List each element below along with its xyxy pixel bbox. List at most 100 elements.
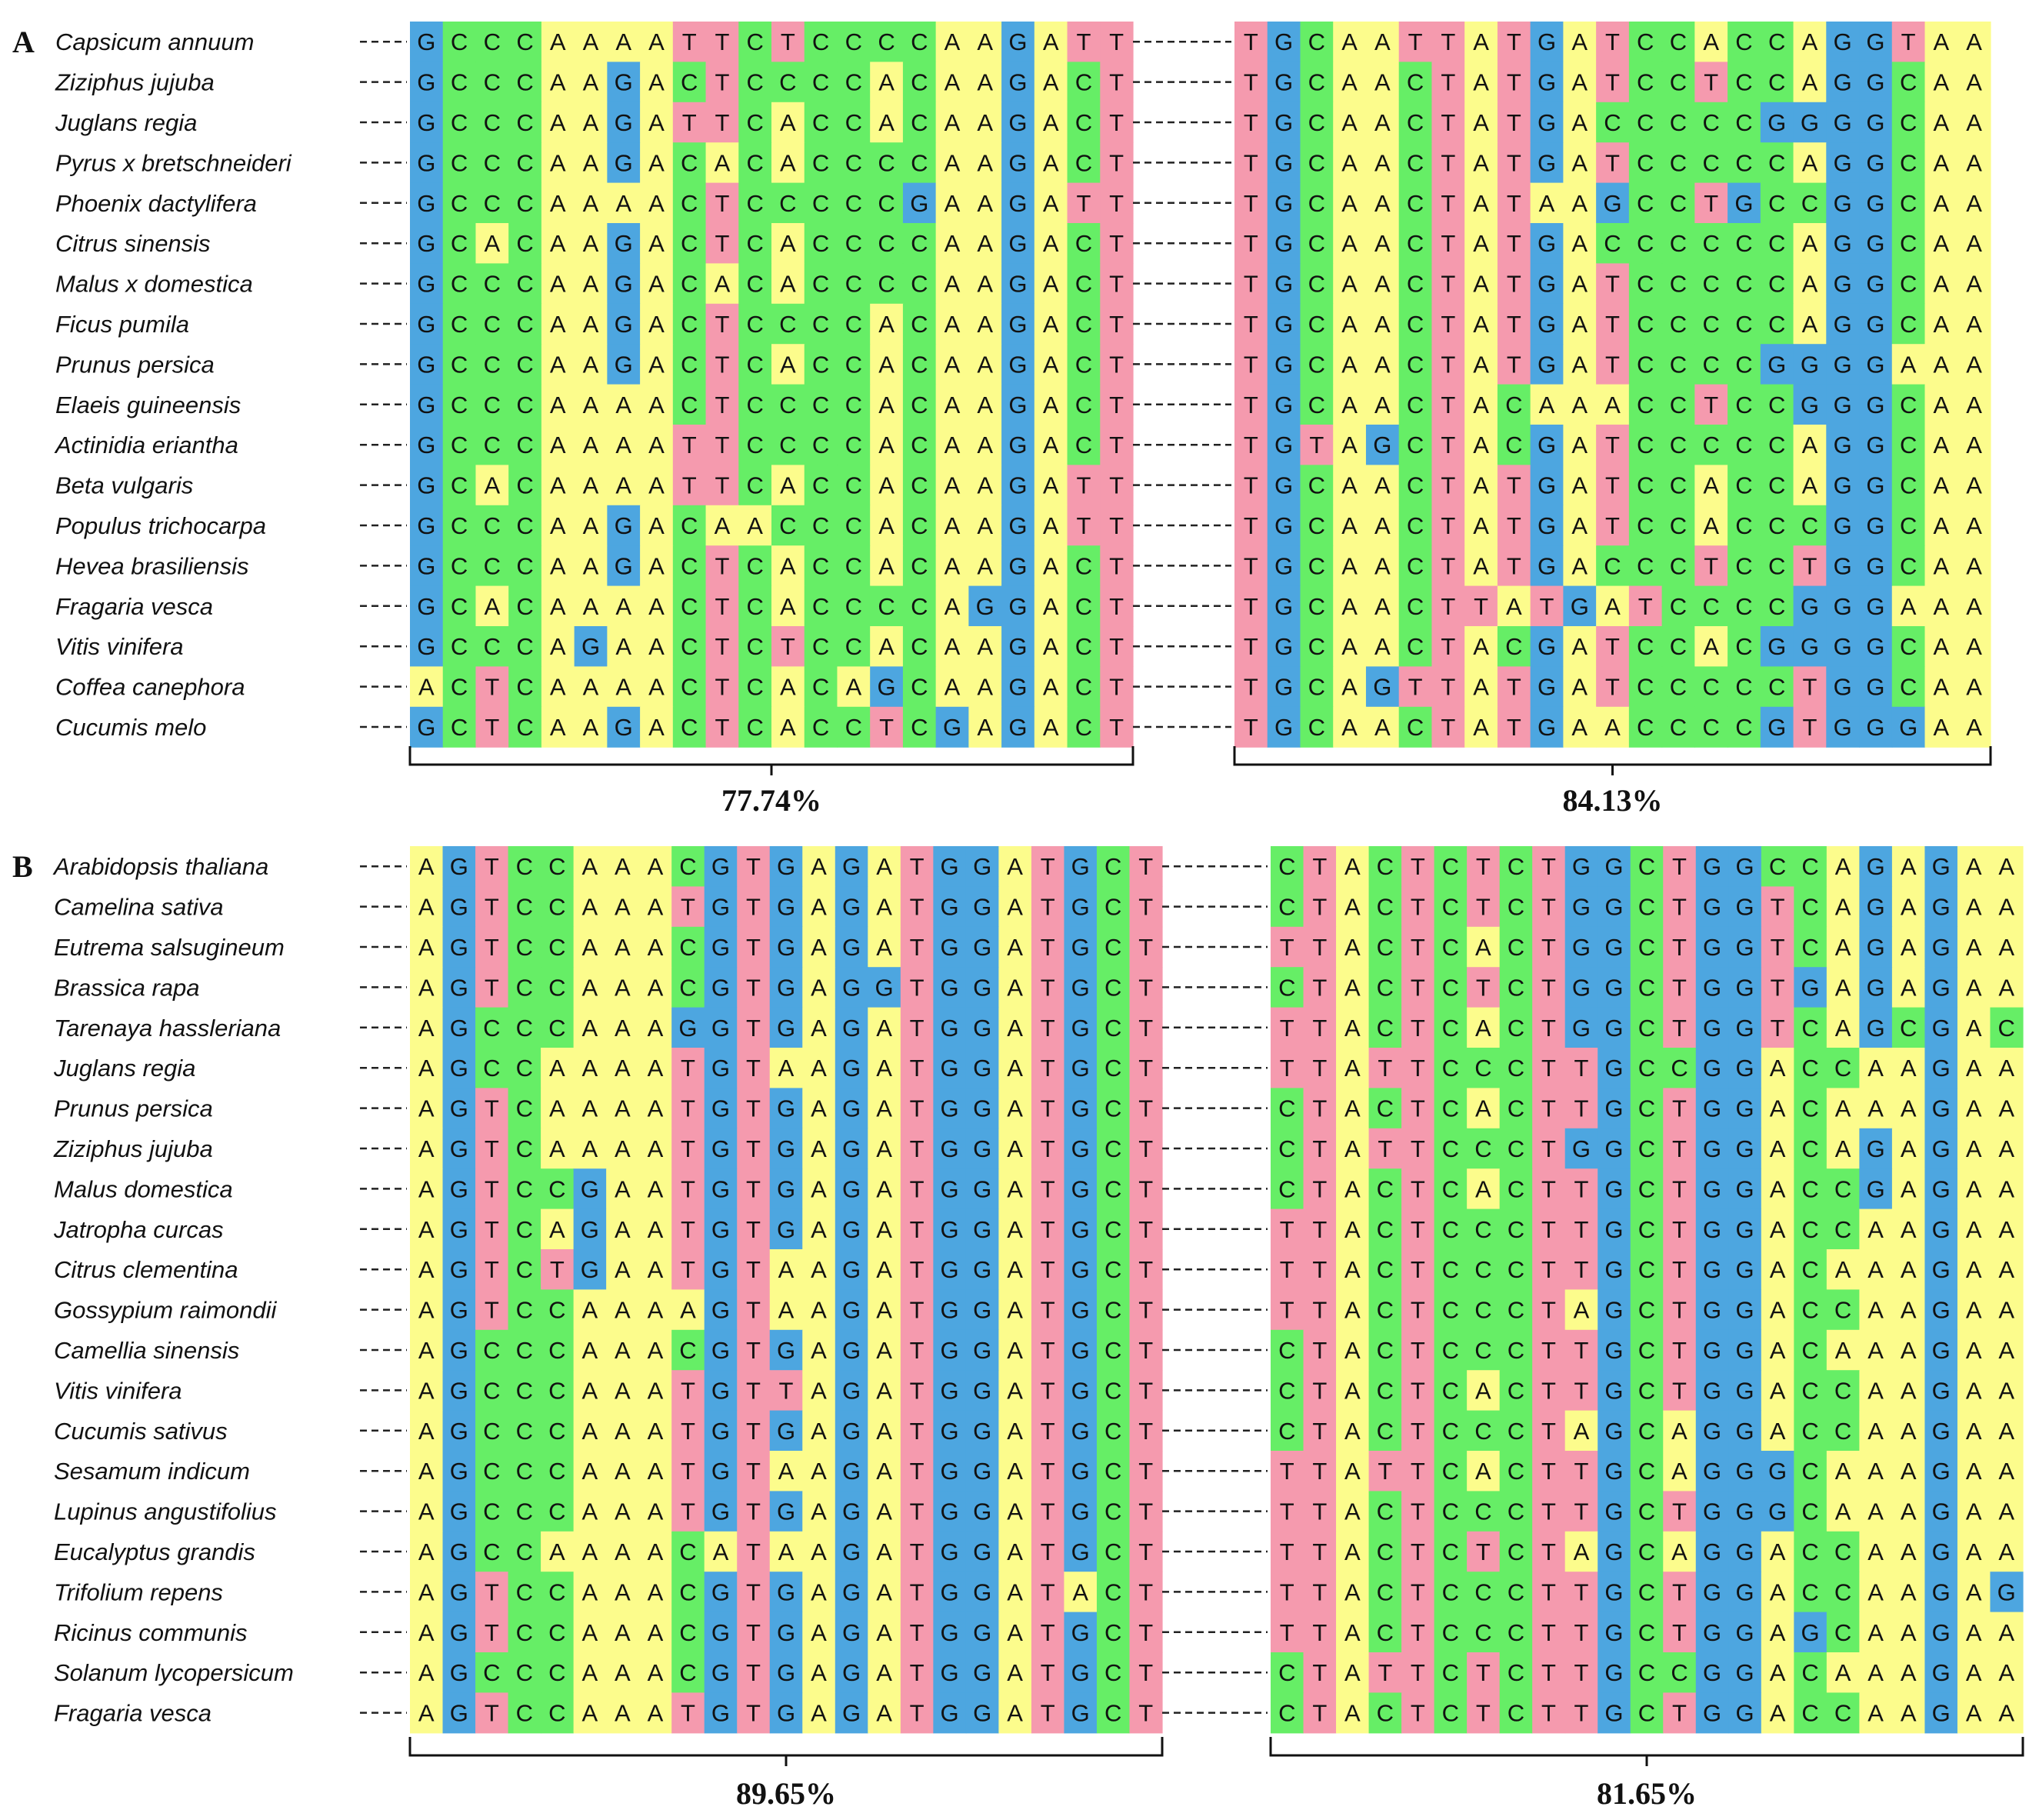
nucleotide-letter: A <box>945 28 961 55</box>
nucleotide-letter: A <box>1007 1578 1023 1605</box>
nucleotide-letter: G <box>1703 934 1721 961</box>
nucleotide-letter: C <box>1801 512 1818 539</box>
nucleotide-letter: T <box>910 1700 925 1727</box>
identity-percent: 77.74% <box>721 783 821 818</box>
nucleotide-letter: C <box>1407 271 1424 298</box>
nucleotide-letter: C <box>1442 1578 1459 1605</box>
nucleotide-letter: G <box>777 853 795 880</box>
nucleotide-cell <box>475 142 509 184</box>
nucleotide-letter: A <box>1867 1297 1884 1324</box>
nucleotide-letter: G <box>417 472 435 499</box>
nucleotide-letter: T <box>1574 1337 1588 1364</box>
nucleotide-letter: C <box>1104 853 1121 880</box>
nucleotide-letter: G <box>1071 1015 1090 1042</box>
nucleotide-letter: G <box>1866 392 1884 418</box>
nucleotide-letter: T <box>746 1256 761 1283</box>
species-label: Cucumis sativus <box>54 1418 228 1445</box>
nucleotide-letter: T <box>1574 1377 1588 1404</box>
nucleotide-letter: A <box>1966 1175 1982 1202</box>
nucleotide-letter: A <box>1966 552 1982 579</box>
nucleotide-letter: G <box>1867 1015 1885 1042</box>
nucleotide-letter: T <box>1109 230 1124 257</box>
nucleotide-cell <box>508 22 542 62</box>
nucleotide-letter: C <box>516 1659 533 1686</box>
nucleotide-letter: C <box>1075 311 1092 338</box>
nucleotide-letter: A <box>1966 149 1982 176</box>
nucleotide-letter: C <box>1442 1297 1459 1324</box>
nucleotide-cell <box>574 505 608 546</box>
nucleotide-letter: A <box>582 1700 598 1727</box>
nucleotide-letter: G <box>1736 1418 1754 1445</box>
nucleotide-letter: A <box>648 1297 664 1324</box>
nucleotide-letter: C <box>1670 432 1687 458</box>
nucleotide-letter: T <box>746 934 761 961</box>
nucleotide-cell <box>968 22 1002 62</box>
nucleotide-letter: A <box>484 230 500 257</box>
nucleotide-letter: A <box>1934 674 1950 701</box>
nucleotide-letter: T <box>1541 1175 1556 1202</box>
nucleotide-letter: C <box>681 512 698 539</box>
nucleotide-letter: T <box>1244 432 1258 458</box>
nucleotide-cell <box>968 263 1002 305</box>
nucleotide-letter: G <box>615 512 633 539</box>
nucleotide-letter: C <box>1735 633 1752 660</box>
nucleotide-letter: T <box>1076 472 1091 499</box>
nucleotide-letter: G <box>1071 1418 1090 1445</box>
nucleotide-letter: A <box>1341 28 1358 55</box>
nucleotide-letter: C <box>548 934 565 961</box>
nucleotide-letter: T <box>1507 190 1521 217</box>
nucleotide-letter: C <box>1442 1095 1459 1122</box>
nucleotide-letter: A <box>648 1216 664 1243</box>
nucleotide-letter: C <box>1474 1055 1491 1082</box>
nucleotide-cell <box>475 182 509 224</box>
nucleotide-letter: G <box>615 552 633 579</box>
nucleotide-cell <box>771 425 805 465</box>
nucleotide-letter: A <box>1966 1135 1982 1162</box>
nucleotide-letter: C <box>1638 1578 1655 1605</box>
nucleotide-letter: T <box>1244 190 1258 217</box>
nucleotide-cell <box>1001 182 1035 224</box>
nucleotide-letter: C <box>1638 1498 1655 1525</box>
nucleotide-letter: A <box>1998 1216 2014 1243</box>
nucleotide-letter: G <box>1834 552 1852 579</box>
nucleotide-letter: C <box>679 1538 696 1565</box>
nucleotide-letter: C <box>516 190 533 217</box>
nucleotide-cell <box>1001 303 1035 345</box>
nucleotide-letter: C <box>484 392 501 418</box>
nucleotide-cell <box>902 344 937 385</box>
nucleotide-letter: T <box>1411 1377 1425 1404</box>
nucleotide-letter: C <box>1638 1135 1655 1162</box>
nucleotide-letter: G <box>1008 351 1027 378</box>
nucleotide-letter: T <box>1541 1377 1556 1404</box>
nucleotide-letter: G <box>1008 69 1027 96</box>
nucleotide-letter: C <box>1407 149 1424 176</box>
nucleotide-cell <box>574 62 608 103</box>
nucleotide-letter: C <box>1735 674 1752 701</box>
nucleotide-letter: A <box>1901 1700 1917 1727</box>
nucleotide-letter: G <box>777 1659 795 1686</box>
nucleotide-letter: T <box>1138 1216 1153 1243</box>
nucleotide-letter: G <box>1866 593 1884 620</box>
nucleotide-letter: G <box>842 1578 861 1605</box>
nucleotide-letter: T <box>1574 1659 1588 1686</box>
nucleotide-letter: G <box>1932 1135 1951 1162</box>
nucleotide-letter: C <box>516 1377 533 1404</box>
nucleotide-letter: A <box>615 1619 631 1646</box>
nucleotide-letter: C <box>681 392 698 418</box>
nucleotide-letter: G <box>1703 1659 1721 1686</box>
nucleotide-letter: A <box>648 1659 664 1686</box>
nucleotide-letter: A <box>1867 1538 1884 1565</box>
nucleotide-letter: G <box>417 633 435 660</box>
nucleotide-letter: G <box>1736 1337 1754 1364</box>
nucleotide-letter: C <box>1638 1175 1655 1202</box>
nucleotide-letter: C <box>911 311 928 338</box>
nucleotide-cell <box>442 465 477 506</box>
nucleotide-cell <box>1001 384 1035 425</box>
nucleotide-letter: C <box>1834 1700 1851 1727</box>
nucleotide-letter: A <box>811 894 827 921</box>
nucleotide-letter: A <box>648 714 665 741</box>
nucleotide-cell <box>640 384 674 425</box>
nucleotide-letter: A <box>1802 69 1818 96</box>
nucleotide-letter: C <box>1104 1297 1121 1324</box>
